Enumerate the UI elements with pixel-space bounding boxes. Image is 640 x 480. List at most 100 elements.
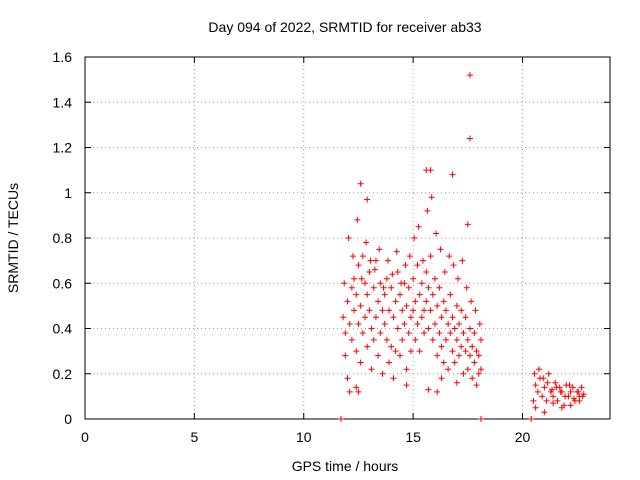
data-point: [340, 314, 347, 321]
data-point: [429, 336, 436, 343]
data-point: [397, 291, 403, 298]
data-point: [467, 352, 473, 359]
data-point: [446, 253, 453, 260]
data-point: [344, 298, 351, 305]
data-point: [534, 388, 541, 395]
plot-frame: [84, 56, 611, 420]
x-tick-labels: 0 5 10 15 20: [81, 429, 530, 445]
data-point: [351, 275, 358, 282]
x-tick-label: 10: [296, 429, 312, 445]
data-point: [421, 307, 428, 314]
data-point: [366, 268, 373, 275]
data-point: [364, 196, 371, 203]
data-point: [427, 253, 434, 260]
data-point: [342, 352, 349, 359]
data-point: [460, 370, 467, 377]
data-point: [467, 72, 473, 79]
data-point: [390, 375, 397, 382]
data-point: [403, 382, 410, 389]
data-point: [467, 135, 473, 142]
data-point: [578, 384, 585, 391]
data-point: [442, 307, 449, 314]
data-point: [368, 366, 375, 373]
y-tick-label: 0.2: [53, 366, 73, 382]
data-point: [344, 375, 351, 382]
y-tick-label: 0.4: [53, 321, 73, 337]
data-point: [445, 366, 452, 373]
data-point: [425, 386, 432, 393]
data-point: [407, 348, 414, 355]
data-point: [544, 379, 551, 386]
data-point: [545, 370, 552, 377]
data-point: [434, 302, 441, 309]
data-point: [445, 320, 452, 327]
y-tick-label: 0.6: [53, 275, 73, 291]
data-point: [346, 320, 353, 327]
data-point: [412, 298, 419, 305]
data-point: [471, 330, 478, 337]
data-point: [406, 253, 413, 260]
data-point: [442, 336, 449, 343]
data-point: [454, 275, 461, 282]
data-point: [353, 348, 360, 355]
data-point: [554, 397, 561, 404]
data-point: [473, 382, 480, 389]
data-point: [438, 314, 445, 321]
data-point: [392, 348, 399, 355]
data-point: [449, 348, 456, 355]
data-point: [456, 352, 463, 359]
data-point: [381, 291, 388, 298]
data-point: [414, 320, 421, 327]
data-point: [543, 397, 550, 404]
data-point: [375, 352, 382, 359]
data-point: [557, 388, 564, 395]
y-tick-label: 1.6: [53, 49, 73, 65]
data-point: [541, 384, 548, 391]
data-point: [357, 302, 364, 309]
data-point: [348, 336, 355, 343]
data-point: [383, 275, 390, 282]
data-point: [539, 393, 546, 400]
data-point: [388, 343, 395, 350]
data-point: [464, 366, 471, 373]
data-point: [447, 330, 454, 337]
chart-title: Day 094 of 2022, SRMTID for receiver ab3…: [208, 19, 481, 35]
data-point: [416, 291, 423, 298]
data-point: [411, 235, 418, 241]
data-point: [410, 275, 417, 282]
data-point: [432, 275, 438, 282]
data-point: [453, 302, 460, 309]
data-point: [475, 352, 482, 359]
data-point: [405, 330, 412, 337]
data-point: [451, 359, 458, 366]
data-point: [570, 395, 577, 402]
data-point: [438, 343, 445, 350]
data-point: [405, 284, 412, 291]
data-point: [392, 298, 399, 305]
data-point: [477, 416, 484, 422]
data-point: [549, 386, 556, 393]
data-point: [441, 268, 448, 275]
data-point: [567, 402, 574, 409]
data-point: [355, 262, 362, 269]
data-point: [541, 409, 548, 416]
data-point: [368, 325, 375, 332]
data-point: [449, 171, 456, 178]
data-point: [462, 314, 469, 321]
data-point: [440, 298, 447, 305]
data-point: [377, 280, 384, 287]
data-point: [456, 320, 463, 327]
data-point: [531, 370, 538, 377]
data-point: [458, 307, 465, 314]
data-point: [416, 348, 423, 355]
data-point: [429, 291, 436, 298]
data-point: [383, 336, 390, 343]
data-point: [390, 314, 397, 321]
data-point: [424, 207, 431, 214]
data-point: [393, 248, 400, 255]
data-point: [341, 280, 348, 287]
data-points: [337, 72, 587, 422]
data-point: [436, 284, 443, 291]
data-point: [440, 359, 447, 366]
